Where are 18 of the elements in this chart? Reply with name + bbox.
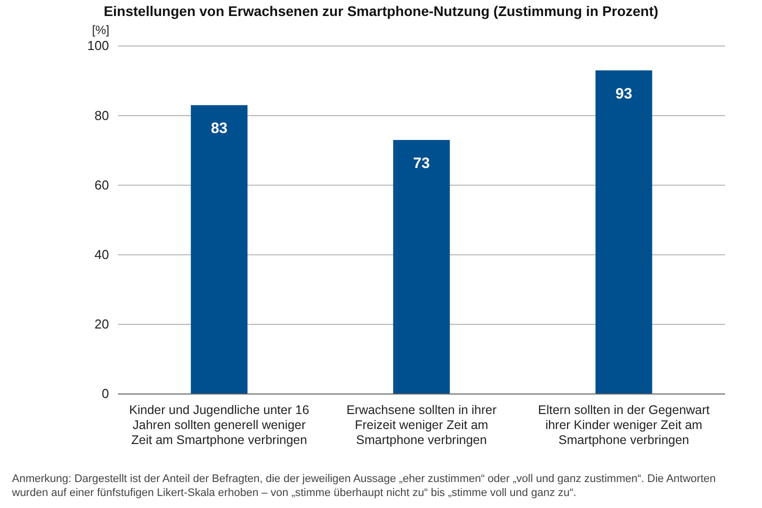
y-tick-label: 100	[87, 38, 109, 54]
x-tick-label: Erwachsene sollten in ihrer Freizeit weniger Zeit am Smartphone verbringen	[346, 403, 497, 447]
y-tick-label: 20	[94, 316, 109, 332]
chart-title: Einstellungen von Erwachsenen zur Smartphone-Nutzung (Zustimmung in Prozent)	[104, 3, 658, 19]
y-tick-label: 80	[94, 108, 109, 123]
data-label: 83	[210, 120, 228, 138]
bar	[190, 105, 248, 394]
x-tick-label: Kinder und Jugendliche unter 16 Jahren sollten generell weniger Zeit am Smartphone verbringen	[129, 403, 310, 447]
y-axis-title: [%]	[92, 23, 110, 37]
data-label: 93	[615, 85, 632, 102]
text: Anmerkung: Dargestellt ist der Anteil der Befragten, die der jeweiligen Aussage „eher zustimmen“ oder „voll und ganz zustimmen“. Die Antworten wurden auf einer fünfstufigen Likert-Skala erhoben – von „stimme überhaupt nicht zu“ bis „stimme voll und ganz zu“.	[11, 473, 716, 499]
bar	[596, 70, 652, 394]
data-label: 73	[413, 154, 430, 172]
y-tick-label: 0	[102, 386, 109, 402]
y-tick-label: 40	[94, 246, 109, 262]
y-tick-label: 60	[94, 177, 109, 192]
bar	[393, 140, 450, 394]
x-tick-label: Eltern sollten in der Gegenwart ihrer Kinder weniger Zeit am Smartphone verbringen	[538, 403, 710, 447]
